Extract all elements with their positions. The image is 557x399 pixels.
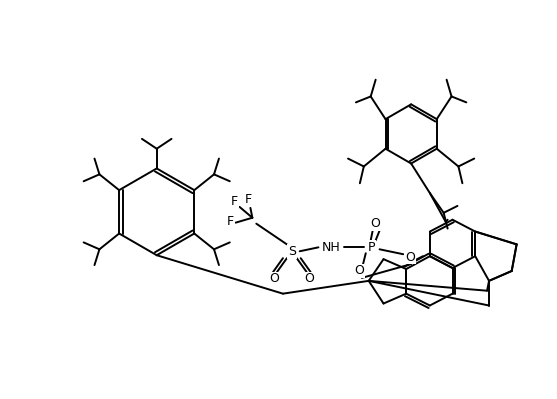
Text: O: O: [405, 251, 415, 264]
Text: F: F: [245, 194, 252, 207]
Text: S: S: [288, 245, 296, 258]
Text: F: F: [227, 215, 234, 228]
Text: NH: NH: [322, 241, 341, 254]
Text: O: O: [354, 265, 364, 277]
Text: F: F: [231, 196, 238, 208]
Text: P: P: [368, 241, 375, 254]
Text: O: O: [371, 217, 380, 230]
Text: O: O: [305, 273, 315, 285]
Text: O: O: [269, 273, 279, 285]
